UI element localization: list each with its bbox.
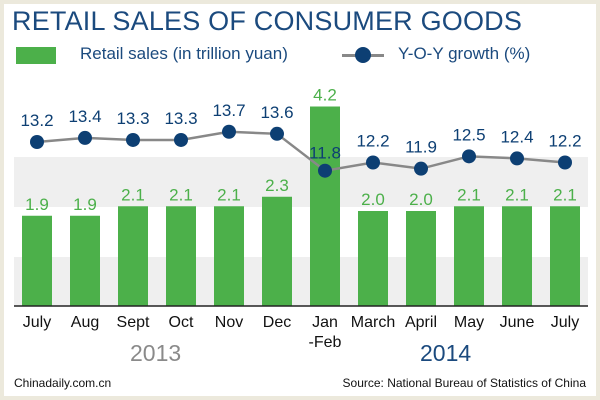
bar-11 xyxy=(550,206,580,306)
bar-value-label: 2.1 xyxy=(457,185,481,204)
bar-8 xyxy=(406,211,436,306)
growth-point-11 xyxy=(558,155,572,170)
year-label-2014: 2014 xyxy=(420,340,472,366)
x-tick-label: May xyxy=(454,314,484,331)
bar-value-label: 2.1 xyxy=(553,185,577,204)
growth-point-1 xyxy=(78,130,92,145)
bar-3 xyxy=(166,206,196,306)
x-tick-label: -Feb xyxy=(309,334,342,351)
bar-value-label: 2.1 xyxy=(121,185,145,204)
bar-value-label: 1.9 xyxy=(25,195,49,214)
growth-point-5 xyxy=(270,126,284,141)
legend-bar-label: Retail sales (in trillion yuan) xyxy=(80,44,288,63)
bar-value-label: 2.1 xyxy=(169,185,193,204)
x-tick-label: Aug xyxy=(71,314,99,331)
growth-value-label: 12.2 xyxy=(548,132,581,151)
footer-source: Source: National Bureau of Statistics of… xyxy=(342,376,586,390)
growth-value-label: 11.8 xyxy=(309,144,341,163)
x-tick-label: Nov xyxy=(215,314,243,331)
growth-point-2 xyxy=(126,132,140,147)
footer-credit: Chinadaily.com.cn xyxy=(14,376,112,390)
growth-value-label: 13.6 xyxy=(260,103,293,122)
bar-value-label: 1.9 xyxy=(73,195,97,214)
bar-value-label: 2.1 xyxy=(217,185,241,204)
bar-5 xyxy=(262,196,292,306)
bar-value-label: 2.3 xyxy=(265,176,289,195)
growth-value-label: 13.3 xyxy=(164,109,197,128)
legend-bar-swatch xyxy=(16,47,56,64)
bar-value-label: 2.0 xyxy=(409,190,433,209)
x-tick-label: Dec xyxy=(263,314,291,331)
x-tick-label: Sept xyxy=(117,314,150,331)
growth-value-label: 12.5 xyxy=(452,125,485,144)
growth-point-8 xyxy=(414,161,428,176)
legend-dot-icon xyxy=(355,47,371,63)
x-tick-label: Jan xyxy=(312,314,338,331)
bar-value-label: 2.1 xyxy=(505,185,529,204)
growth-point-10 xyxy=(510,151,524,166)
year-label-2013: 2013 xyxy=(130,340,182,366)
bar-value-label: 4.2 xyxy=(313,86,337,105)
growth-value-label: 11.9 xyxy=(405,138,437,157)
growth-point-9 xyxy=(462,149,476,164)
growth-value-label: 12.4 xyxy=(500,127,533,146)
growth-point-0 xyxy=(30,135,44,149)
bar-6 xyxy=(310,106,340,306)
x-tick-label: June xyxy=(500,314,535,331)
growth-point-3 xyxy=(174,132,188,147)
growth-value-label: 12.2 xyxy=(356,132,389,151)
growth-value-label: 13.3 xyxy=(116,109,149,128)
x-tick-label: March xyxy=(351,314,395,331)
growth-point-6 xyxy=(318,163,332,178)
x-tick-label: April xyxy=(405,314,437,331)
bar-0 xyxy=(22,215,52,306)
bar-value-label: 2.0 xyxy=(361,190,385,209)
growth-point-7 xyxy=(366,155,380,170)
growth-value-label: 13.7 xyxy=(212,101,245,120)
x-tick-label: Oct xyxy=(169,314,194,331)
grid-band xyxy=(14,257,588,306)
x-tick-label: July xyxy=(23,314,51,331)
bar-2 xyxy=(118,206,148,306)
bar-10 xyxy=(502,206,532,306)
x-tick-label: July xyxy=(551,314,579,331)
growth-point-4 xyxy=(222,124,236,139)
legend-line-label: Y-O-Y growth (%) xyxy=(398,44,531,63)
growth-value-label: 13.2 xyxy=(20,111,53,130)
grid-band xyxy=(14,157,588,207)
bar-7 xyxy=(358,211,388,306)
bar-9 xyxy=(454,206,484,306)
chart-title: RETAIL SALES OF CONSUMER GOODS xyxy=(12,6,523,36)
bar-1 xyxy=(70,215,100,306)
bar-4 xyxy=(214,206,244,306)
growth-value-label: 13.4 xyxy=(68,107,101,126)
growth-line xyxy=(36,130,566,173)
